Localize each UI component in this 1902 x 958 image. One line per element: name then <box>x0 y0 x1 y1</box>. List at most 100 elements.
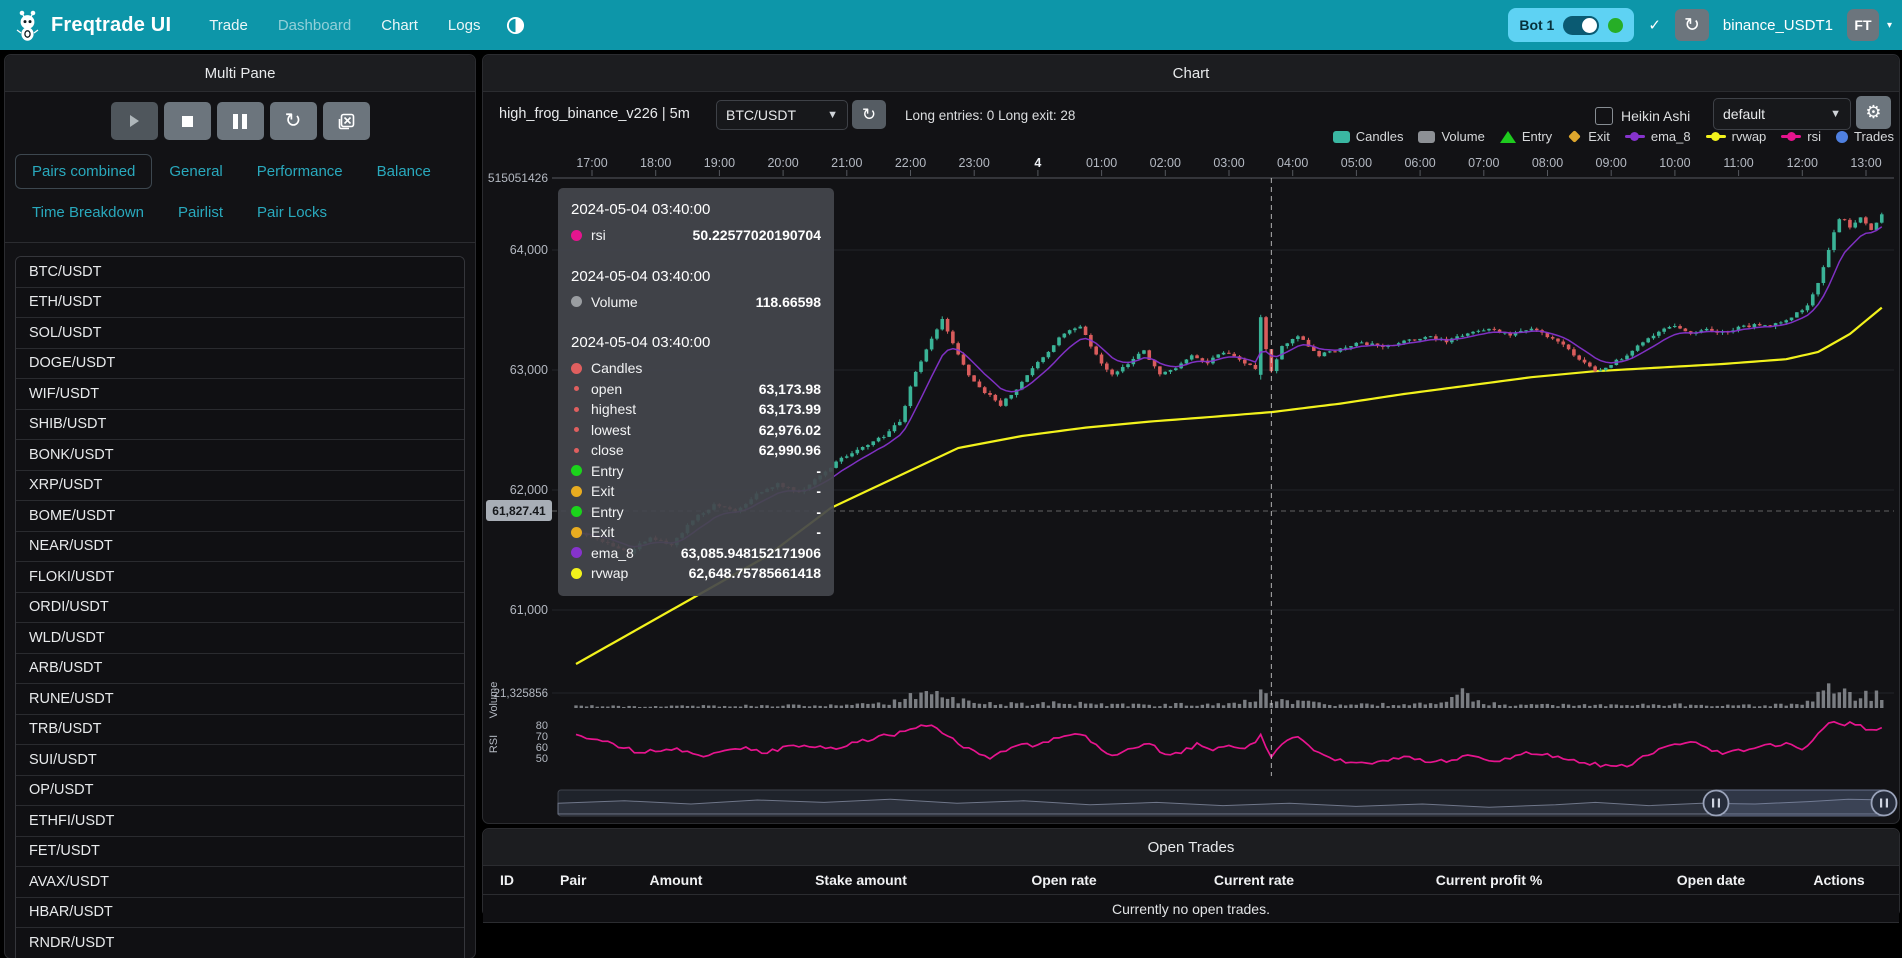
nav-item-chart[interactable]: Chart <box>381 16 418 34</box>
tab-performance[interactable]: Performance <box>256 163 343 180</box>
plot-config-select[interactable]: default ▼ <box>1713 98 1851 130</box>
bot-name: Bot 1 <box>1519 17 1555 33</box>
legend-item-entry[interactable]: Entry <box>1499 129 1553 144</box>
pair-list-item-avax[interactable]: AVAX/USDT <box>16 867 464 898</box>
legend-item-exit[interactable]: Exit <box>1567 129 1610 144</box>
tab-time-breakdown[interactable]: Time Breakdown <box>32 204 144 221</box>
pair-select-value: BTC/USDT <box>726 107 796 123</box>
tab-pairlist[interactable]: Pairlist <box>178 204 224 221</box>
candles-swatch-icon <box>1332 130 1350 143</box>
refresh-chart-button[interactable]: ↻ <box>852 100 886 129</box>
series-dot-icon <box>571 229 582 241</box>
tab-pairs-combined[interactable]: Pairs combined <box>15 154 153 189</box>
legend-item-ema_8[interactable]: ema_8 <box>1624 129 1691 144</box>
column-header-pair[interactable]: Pair <box>560 872 587 888</box>
bot-online-indicator <box>1608 17 1624 33</box>
pair-list-item-ethfi[interactable]: ETHFI/USDT <box>16 806 464 837</box>
brand[interactable]: Freqtrade UI <box>0 9 171 41</box>
tooltip-value: - <box>816 503 821 520</box>
column-header-amount[interactable]: Amount <box>649 872 703 888</box>
tooltip-row-ema_8: ema_8 63,085.948152171906 <box>571 543 821 564</box>
legend-item-candles[interactable]: Candles <box>1332 129 1403 144</box>
pair-list-item-near[interactable]: NEAR/USDT <box>16 531 464 562</box>
pair-list-item-fet[interactable]: FET/USDT <box>16 836 464 867</box>
column-header-open-date[interactable]: Open date <box>1676 872 1746 888</box>
pair-list-item-rndr[interactable]: RNDR/USDT <box>16 928 464 958</box>
column-header-open-rate[interactable]: Open rate <box>1031 872 1097 888</box>
multi-pane-panel: Multi Pane ↻ Pairs combined General Perfor… <box>4 54 476 958</box>
bot-selector[interactable]: Bot 1 <box>1508 8 1635 42</box>
legend-item-volume[interactable]: Volume <box>1418 129 1485 144</box>
pair-list-item-btc[interactable]: BTC/USDT <box>16 257 464 288</box>
navbar-right: Bot 1 ✓ ↻ binance_USDT1 FT ▾ <box>1508 0 1892 50</box>
chevron-down-icon: ▼ <box>827 109 838 121</box>
pair-list-item-sui[interactable]: SUI/USDT <box>16 745 464 776</box>
column-header-current-rate[interactable]: Current rate <box>1213 872 1295 888</box>
tooltip-value: - <box>816 483 821 500</box>
nav-item-logs[interactable]: Logs <box>447 16 481 34</box>
multi-pane-tabs-wrap: Pairs combined General Performance Balance T… <box>5 148 475 243</box>
tab-balance[interactable]: Balance <box>376 163 431 180</box>
tab-pair-locks[interactable]: Pair Locks <box>257 204 328 221</box>
play-button[interactable] <box>110 102 158 140</box>
tooltip-row-exit: Exit - <box>571 522 821 543</box>
pause-icon <box>233 113 247 129</box>
series-dot-icon <box>571 485 582 497</box>
pair-list-item-trb[interactable]: TRB/USDT <box>16 714 464 745</box>
pair-list-item-bome[interactable]: BOME/USDT <box>16 501 464 532</box>
open-trades-title: Open Trades <box>483 829 1899 866</box>
pair-list-item-shib[interactable]: SHIB/USDT <box>16 409 464 440</box>
check-icon: ✓ <box>1648 17 1661 34</box>
column-header-id[interactable]: ID <box>500 872 514 888</box>
reload-button[interactable]: ↻ <box>1674 9 1709 41</box>
nav-item-dashboard[interactable]: Dashboard <box>277 16 352 34</box>
tooltip-label: rvwap <box>591 565 629 582</box>
series-dot-icon <box>571 567 582 579</box>
pair-list-item-wld[interactable]: WLD/USDT <box>16 623 464 654</box>
legend-item-rsi[interactable]: rsi <box>1781 129 1821 144</box>
multi-pane-tabs: Pairs combined General Performance Balance T… <box>15 154 465 230</box>
refresh-button[interactable]: ↻ <box>269 102 317 140</box>
legend-label: Exit <box>1588 129 1610 144</box>
stop-button[interactable] <box>163 102 211 140</box>
plot-settings-button[interactable]: ⚙ <box>1856 96 1891 129</box>
pause-button[interactable] <box>216 102 264 140</box>
heikin-ashi-checkbox[interactable] <box>1595 107 1613 125</box>
pair-list-item-bonk[interactable]: BONK/USDT <box>16 440 464 471</box>
legend-label: rvwap <box>1731 129 1767 144</box>
heikin-ashi-control: Heikin Ashi <box>1595 107 1690 125</box>
pair-list-item-eth[interactable]: ETH/USDT <box>16 287 464 318</box>
refresh-icon: ↻ <box>1683 14 1700 36</box>
bot-toggle[interactable] <box>1563 15 1600 35</box>
pair-list-item-sol[interactable]: SOL/USDT <box>16 318 464 349</box>
pair-select[interactable]: BTC/USDT ▼ <box>716 100 848 130</box>
tooltip-value: 62,990.96 <box>758 442 821 459</box>
pair-list-item-hbar[interactable]: HBAR/USDT <box>16 897 464 928</box>
pair-list-item-doge[interactable]: DOGE/USDT <box>16 348 464 379</box>
legend-item-trades[interactable]: Trades <box>1836 129 1894 144</box>
clear-chart-button[interactable] <box>322 102 370 140</box>
column-header-stake-amount[interactable]: Stake amount <box>815 872 907 888</box>
pair-list-item-op[interactable]: OP/USDT <box>16 775 464 806</box>
refresh-icon: ↻ <box>861 104 877 124</box>
column-header-actions[interactable]: Actions <box>1813 872 1865 888</box>
pair-list-item-wif[interactable]: WIF/USDT <box>16 379 464 410</box>
pair-list-item-rune[interactable]: RUNE/USDT <box>16 684 464 715</box>
column-header-current-profit-[interactable]: Current profit % <box>1435 872 1543 888</box>
pair-list-item-floki[interactable]: FLOKI/USDT <box>16 562 464 593</box>
tooltip-row-lowest: lowest 62,976.02 <box>571 420 821 441</box>
chart-controls: high_frog_binance_v226 | 5m BTC/USDT ▼ ↻… <box>483 92 1899 138</box>
series-dot-icon <box>574 447 579 453</box>
tooltip-label: Candles <box>591 360 643 377</box>
avatar[interactable]: FT <box>1846 9 1879 41</box>
legend-label: Entry <box>1521 129 1553 144</box>
pair-list-item-xrp[interactable]: XRP/USDT <box>16 470 464 501</box>
nav-item-trade[interactable]: Trade <box>209 16 248 34</box>
legend-item-rvwap[interactable]: rvwap <box>1705 129 1767 144</box>
pair-list-item-arb[interactable]: ARB/USDT <box>16 653 464 684</box>
pair-list-item-ordi[interactable]: ORDI/USDT <box>16 592 464 623</box>
exit-diamond-icon <box>1568 130 1582 143</box>
theme-toggle-icon[interactable] <box>506 16 525 35</box>
tab-general[interactable]: General <box>169 163 223 180</box>
rvwap-line-icon <box>1705 132 1726 141</box>
